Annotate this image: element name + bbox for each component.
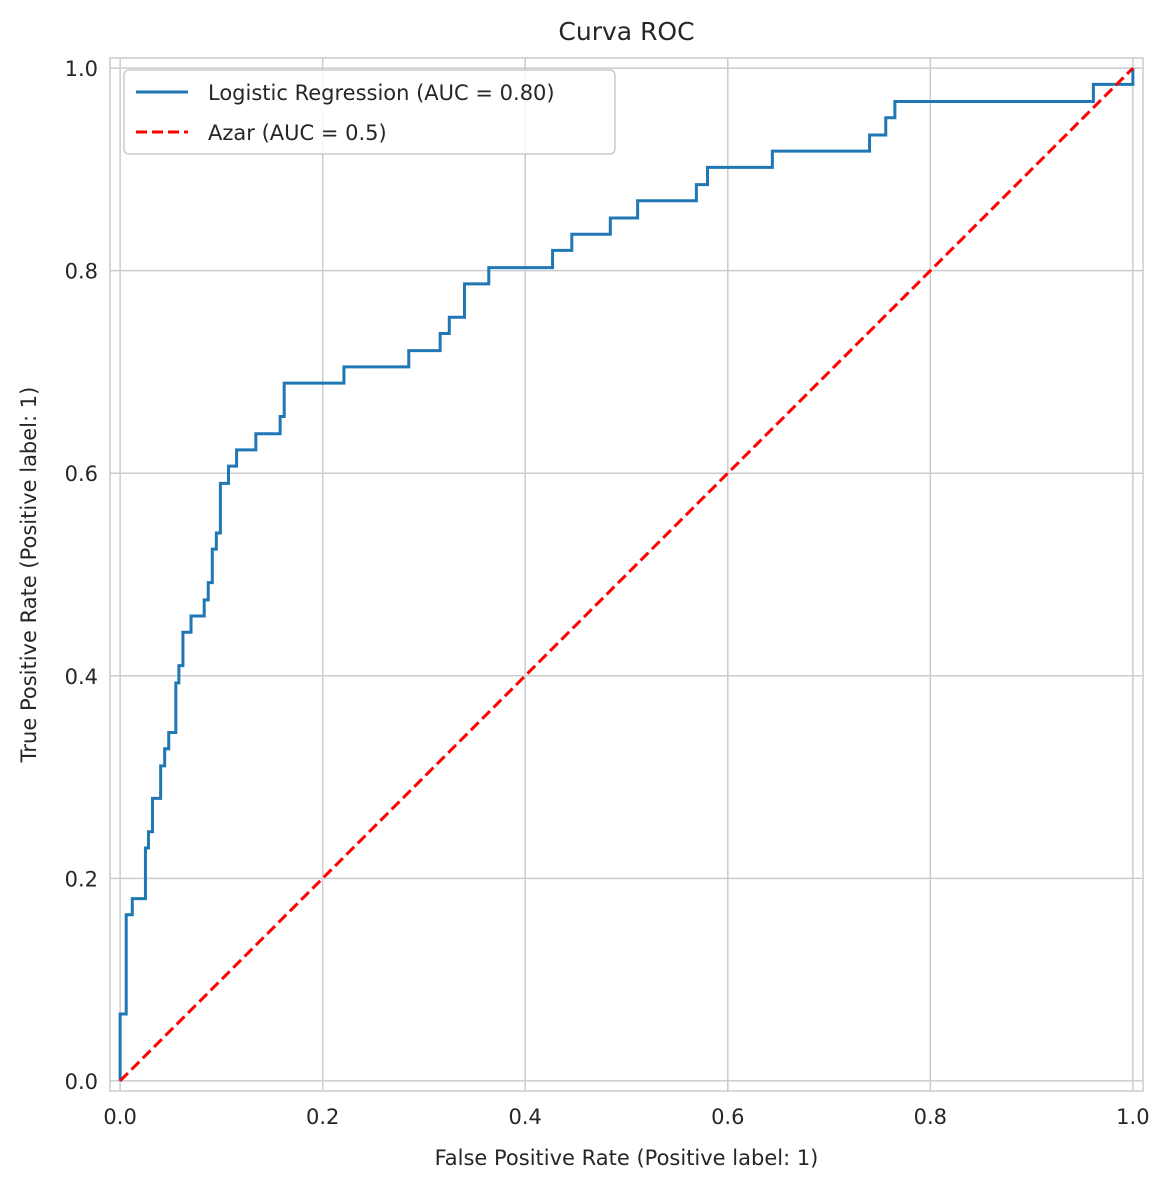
x-tick-label: 0.4 bbox=[509, 1105, 542, 1129]
chart-title: Curva ROC bbox=[558, 17, 694, 46]
y-tick-label: 1.0 bbox=[65, 57, 98, 81]
y-tick-label: 0.8 bbox=[65, 260, 98, 284]
legend-label-1: Azar (AUC = 0.5) bbox=[208, 121, 387, 145]
x-tick-label: 0.2 bbox=[306, 1105, 339, 1129]
y-tick-label: 0.2 bbox=[65, 867, 98, 891]
legend-box bbox=[123, 69, 616, 155]
y-tick-label: 0.0 bbox=[65, 1070, 98, 1094]
plot-frame bbox=[109, 57, 1144, 1092]
series-line-0 bbox=[118, 68, 1135, 1081]
x-tick-label: 0.6 bbox=[711, 1105, 744, 1129]
x-axis-label: False Positive Rate (Positive label: 1) bbox=[435, 1146, 819, 1170]
grid-lines bbox=[110, 58, 1143, 1091]
y-axis-label: True Positive Rate (Positive label: 1) bbox=[17, 387, 41, 764]
tick-labels: 0.0 0.2 0.4 0.6 0.8 1.0 0.0 0.2 0.4 0.6 0.8 1.0 bbox=[65, 57, 1150, 1129]
series-group bbox=[118, 67, 1135, 1082]
x-tick-label: 0.8 bbox=[914, 1105, 947, 1129]
y-tick-label: 0.6 bbox=[65, 462, 98, 486]
x-tick-label: 1.0 bbox=[1116, 1105, 1149, 1129]
x-tick-label: 0.0 bbox=[103, 1105, 136, 1129]
legend: Logistic Regression (AUC = 0.80) Azar (AU… bbox=[123, 69, 616, 155]
y-tick-label: 0.4 bbox=[65, 665, 98, 689]
legend-label-0: Logistic Regression (AUC = 0.80) bbox=[208, 81, 555, 105]
series-line-1 bbox=[119, 67, 1134, 1082]
